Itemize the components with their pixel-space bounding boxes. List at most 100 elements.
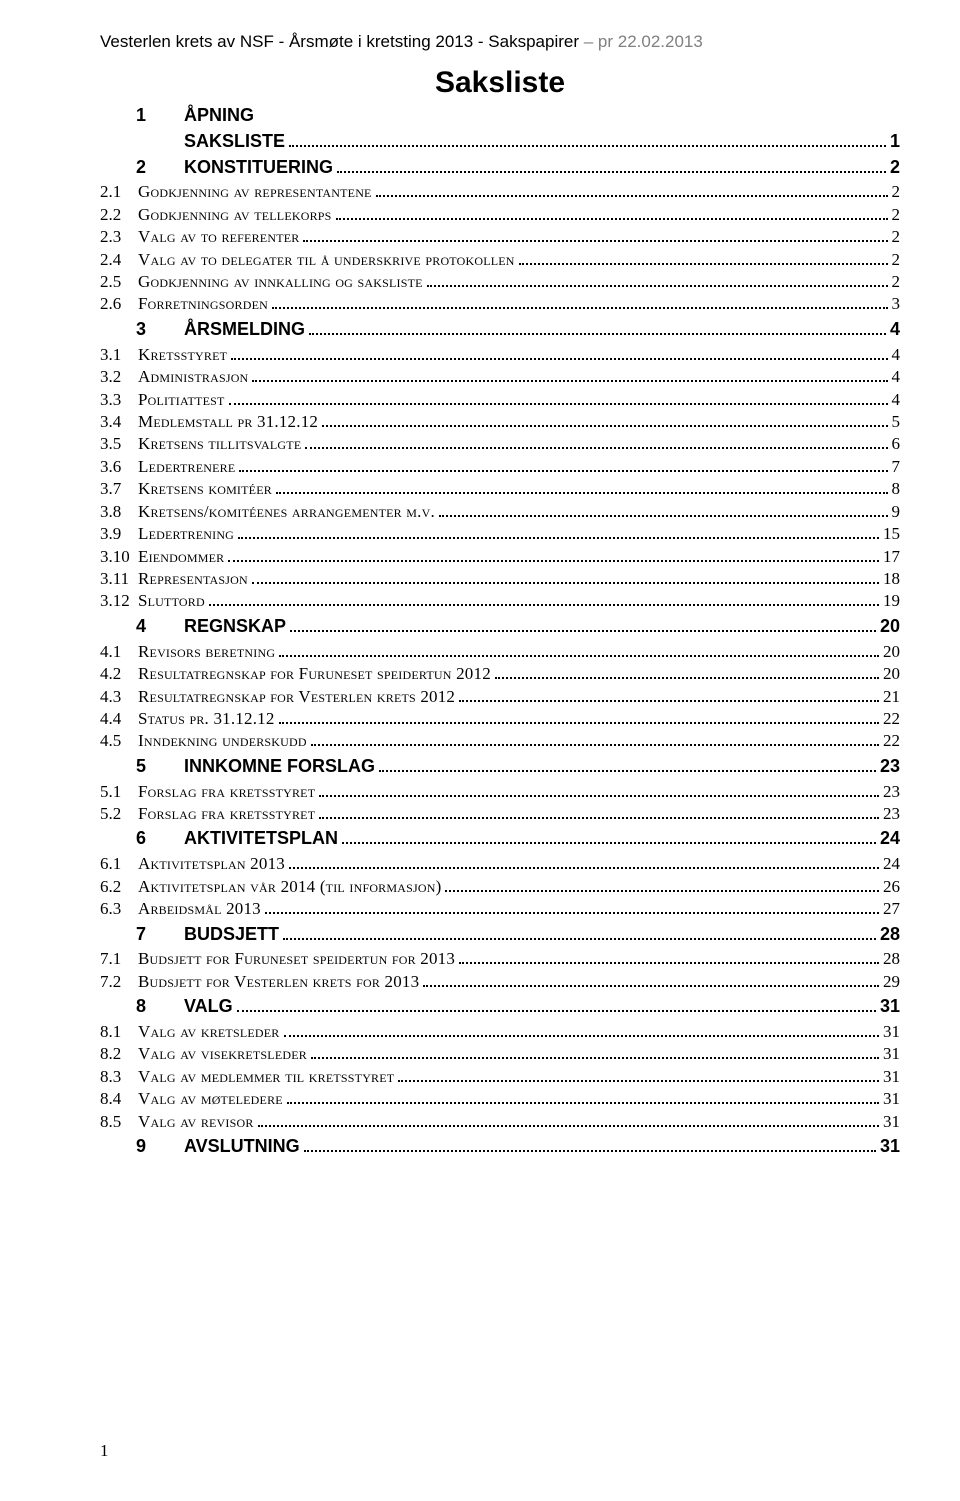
toc-entry-label: VALG bbox=[184, 995, 233, 1019]
toc-entry-label: Valg av møteledere bbox=[138, 1088, 283, 1110]
toc-entry: 5.1Forslag fra kretsstyret23 bbox=[100, 781, 900, 803]
toc-entry: 8.3Valg av medlemmer til kretsstyret31 bbox=[100, 1066, 900, 1088]
toc-entry: 3.10Eiendommer17 bbox=[100, 546, 900, 568]
toc-entry-page: 31 bbox=[883, 1066, 900, 1088]
toc-entry-number: 3.12 bbox=[100, 590, 138, 612]
toc-entry-page: 28 bbox=[883, 948, 900, 970]
toc-leader bbox=[322, 414, 887, 427]
toc-entry-page: 26 bbox=[883, 876, 900, 898]
toc-entry-page: 4 bbox=[890, 318, 900, 342]
toc-entry: 2.6Forretningsorden3 bbox=[100, 293, 900, 315]
toc-entry-number: 3.7 bbox=[100, 478, 138, 500]
toc-entry-label: Inndekning underskudd bbox=[138, 730, 307, 752]
toc-entry-label: ÅRSMELDING bbox=[184, 318, 305, 342]
toc-entry: 8.2Valg av visekretsleder31 bbox=[100, 1043, 900, 1065]
toc-entry-label: Valg av to referenter bbox=[138, 226, 299, 248]
toc-entry-number: 2.5 bbox=[100, 271, 138, 293]
toc-entry-page: 20 bbox=[883, 641, 900, 663]
toc-leader bbox=[252, 369, 887, 382]
toc-entry-number: 5.2 bbox=[100, 803, 138, 825]
toc-leader bbox=[379, 758, 876, 772]
toc-entry: 3.12Sluttord19 bbox=[100, 590, 900, 612]
toc-entry: 3.2Administrasjon 4 bbox=[100, 366, 900, 388]
toc-entry-label: Administrasjon bbox=[138, 366, 248, 388]
toc-entry: 1ÅPNING bbox=[100, 104, 900, 128]
toc-entry: 6.1Aktivitetsplan 2013 24 bbox=[100, 853, 900, 875]
toc-entry-label: Ledertrenere bbox=[138, 456, 235, 478]
toc-leader bbox=[336, 207, 888, 220]
toc-entry-number: 9 bbox=[136, 1135, 184, 1159]
toc-entry-number: 3.5 bbox=[100, 433, 138, 455]
toc-entry-page: 20 bbox=[883, 663, 900, 685]
toc-entry-number: 2 bbox=[136, 156, 184, 180]
toc-entry-number: 3.2 bbox=[100, 366, 138, 388]
toc-entry-number: 7 bbox=[136, 923, 184, 947]
toc-leader bbox=[272, 296, 888, 309]
toc-entry: 9AVSLUTNING31 bbox=[100, 1135, 900, 1159]
toc-entry: 4.3Resultatregnskap for Vesterlen krets … bbox=[100, 686, 900, 708]
toc-leader bbox=[311, 733, 879, 746]
toc-entry: 3.11Representasjon18 bbox=[100, 568, 900, 590]
toc-entry-label: Ledertrening bbox=[138, 523, 234, 545]
toc-entry: 4.5Inndekning underskudd22 bbox=[100, 730, 900, 752]
toc-entry-number: 4 bbox=[136, 615, 184, 639]
toc-entry-number: 1 bbox=[136, 104, 184, 128]
toc-leader bbox=[237, 998, 876, 1012]
toc-entry-number: 2.3 bbox=[100, 226, 138, 248]
toc-entry-label: Eiendommer bbox=[138, 546, 224, 568]
toc-entry-number: 3.8 bbox=[100, 501, 138, 523]
toc-leader bbox=[252, 571, 879, 584]
toc-entry-label: Valg av kretsleder bbox=[138, 1021, 280, 1043]
toc-entry-label: Godkjenning av tellekorps bbox=[138, 204, 332, 226]
toc-entry-number: 3.10 bbox=[100, 546, 138, 568]
toc-entry-number: 6.1 bbox=[100, 853, 138, 875]
toc-entry-number: 8.1 bbox=[100, 1021, 138, 1043]
toc-entry: 3.9Ledertrening15 bbox=[100, 523, 900, 545]
toc-entry-number: 7.1 bbox=[100, 948, 138, 970]
toc-entry-label: Aktivitetsplan 2013 bbox=[138, 853, 285, 875]
toc-entry-page: 18 bbox=[883, 568, 900, 590]
toc-entry-page: 28 bbox=[880, 923, 900, 947]
toc-entry-number: 7.2 bbox=[100, 971, 138, 993]
toc-leader bbox=[284, 1024, 880, 1037]
toc-entry-label: Valg av revisor bbox=[138, 1111, 254, 1133]
toc-leader bbox=[337, 159, 886, 173]
toc-entry-number: 8 bbox=[136, 995, 184, 1019]
toc-entry: 2.1Godkjenning av representantene2 bbox=[100, 181, 900, 203]
toc-leader bbox=[289, 856, 879, 869]
header-left: Vesterlen krets av NSF - Årsmøte i krets… bbox=[100, 32, 584, 51]
toc-entry-number: 8.3 bbox=[100, 1066, 138, 1088]
toc-entry: 4.1Revisors beretning20 bbox=[100, 641, 900, 663]
toc-entry-label: Representasjon bbox=[138, 568, 248, 590]
toc-leader bbox=[311, 1046, 879, 1059]
toc-entry-page: 5 bbox=[892, 411, 901, 433]
toc-entry: 7.2Budsjett for Vesterlen krets for 2013… bbox=[100, 971, 900, 993]
toc-entry-number: 2.2 bbox=[100, 204, 138, 226]
toc-leader bbox=[319, 806, 879, 819]
toc-entry-label: AVSLUTNING bbox=[184, 1135, 300, 1159]
toc-entry: 3.5Kretsens tillitsvalgte6 bbox=[100, 433, 900, 455]
toc-leader bbox=[290, 618, 876, 632]
toc-entry: 6.3Arbeidsmål 201327 bbox=[100, 898, 900, 920]
toc-entry-label: Sluttord bbox=[138, 590, 205, 612]
toc-entry: 4.4Status pr. 31.12.1222 bbox=[100, 708, 900, 730]
toc-entry-page: 24 bbox=[883, 853, 900, 875]
toc-entry-label: Kretsens tillitsvalgte bbox=[138, 433, 301, 455]
toc-leader bbox=[304, 1138, 876, 1152]
page-number: 1 bbox=[100, 1441, 109, 1461]
toc-entry-page: 23 bbox=[880, 755, 900, 779]
toc-entry-page: 7 bbox=[892, 456, 901, 478]
toc-entry: SAKSLISTE1 bbox=[100, 130, 900, 154]
toc-entry: 6AKTIVITETSPLAN24 bbox=[100, 827, 900, 851]
toc-leader bbox=[228, 549, 879, 562]
toc-leader bbox=[445, 879, 879, 892]
toc-entry: 6.2Aktivitetsplan vår 2014 (til informas… bbox=[100, 876, 900, 898]
toc-leader bbox=[238, 526, 879, 539]
toc-entry: 3.1Kretsstyret4 bbox=[100, 344, 900, 366]
toc-leader bbox=[279, 644, 879, 657]
toc-entry-label: Forslag fra kretsstyret bbox=[138, 781, 315, 803]
toc-entry-number: 6.3 bbox=[100, 898, 138, 920]
toc-entry-page: 2 bbox=[892, 226, 901, 248]
toc-entry: 3ÅRSMELDING4 bbox=[100, 318, 900, 342]
toc-entry-page: 4 bbox=[892, 366, 901, 388]
